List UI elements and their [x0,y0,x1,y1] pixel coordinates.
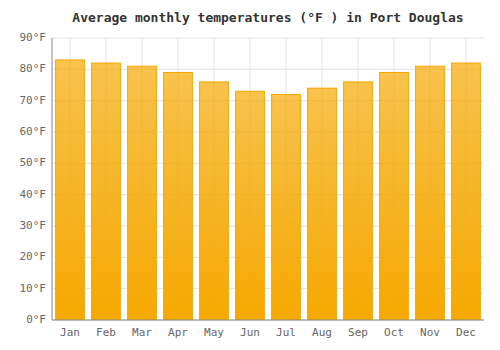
y-tick-label: 50°F [20,156,47,169]
x-tick-label: Mar [132,326,152,339]
chart-root: 0°F 10°F 20°F 30°F 40°F 50°F 60°F 70°F 80°F 90°F J… [0,0,500,350]
y-tick-label: 40°F [20,188,47,201]
x-tick-label: Apr [168,326,188,339]
bars [56,60,481,320]
bar [164,72,193,320]
bar [200,82,229,320]
y-tick-label: 30°F [20,219,47,232]
x-tick-label: Jul [276,326,296,339]
x-tick-label: May [204,326,224,339]
x-axis-line [52,320,484,321]
bar [56,60,85,320]
bar [452,63,481,320]
bar [416,66,445,320]
y-tick-label: 80°F [20,62,47,75]
bar [92,63,121,320]
axes: 0°F 10°F 20°F 30°F 40°F 50°F 60°F 70°F 80°F 90°F J… [20,31,485,339]
x-tick-label: Dec [456,326,476,339]
x-tick-label: Sep [348,326,368,339]
chart: 0°F 10°F 20°F 30°F 40°F 50°F 60°F 70°F 80°F 90°F J… [0,0,500,350]
bar [380,72,409,320]
y-tick-label: 0°F [26,313,46,326]
bar [344,82,373,320]
y-grid-line [52,320,484,321]
x-tick-label: Nov [420,326,440,339]
y-tick-label: 60°F [20,125,47,138]
y-tick-label: 90°F [20,31,47,44]
x-tick-label: Jun [240,326,260,339]
x-tick-label: Oct [384,326,404,339]
y-axis-line [52,38,53,320]
y-tick-label: 70°F [20,94,47,107]
bar [236,91,265,320]
y-tick-label: 10°F [20,282,47,295]
grid [52,38,484,320]
y-tick-label: 20°F [20,250,47,263]
background [0,0,500,350]
x-tick-label: Jan [60,326,80,339]
bar [308,88,337,320]
bar [128,66,157,320]
bar [272,94,301,320]
title: Average monthly temperatures (°F ) in Po… [72,10,463,25]
x-tick-label: Feb [96,326,116,339]
x-tick-label: Aug [312,326,332,339]
y-grid-line [52,38,484,39]
